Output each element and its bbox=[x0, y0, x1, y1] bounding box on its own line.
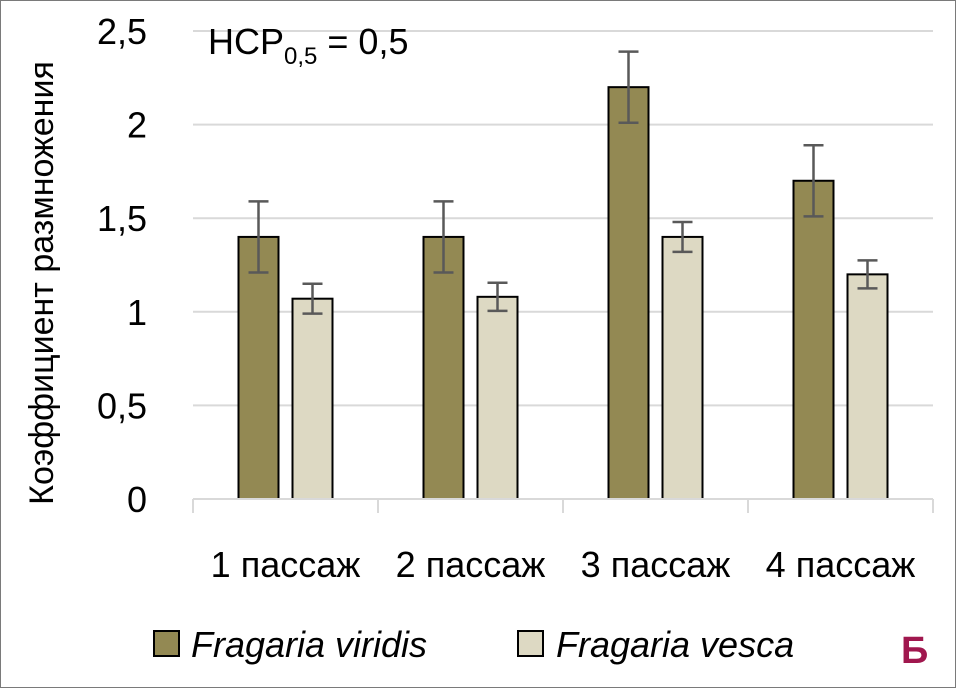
y-tick-label: 1 bbox=[127, 292, 147, 333]
x-tick-label: 1 пассаж bbox=[211, 544, 361, 585]
bar bbox=[237, 235, 280, 500]
bar bbox=[476, 295, 519, 500]
legend-swatch-vesca bbox=[517, 630, 544, 657]
x-tick-label: 3 пассаж bbox=[581, 544, 731, 585]
lsd-annotation-tail: = 0,5 bbox=[317, 21, 408, 62]
y-tick-labels: 0 0,5 1 1,5 2 2,5 bbox=[97, 11, 147, 520]
y-tick-label: 2 bbox=[127, 105, 147, 146]
x-tick-label: 4 пассаж bbox=[766, 544, 916, 585]
y-tick-label: 2,5 bbox=[97, 11, 147, 52]
x-tick-label: 2 пассаж bbox=[396, 544, 546, 585]
lsd-annotation-sub: 0,5 bbox=[284, 43, 317, 70]
y-tick-label: 1,5 bbox=[97, 198, 147, 239]
error-bars bbox=[248, 50, 878, 315]
bar bbox=[846, 273, 889, 500]
y-axis-label: Коэффициент размножения bbox=[23, 61, 61, 505]
y-tick-label: 0,5 bbox=[97, 385, 147, 426]
bar bbox=[607, 86, 650, 500]
y-tick-label: 0 bbox=[127, 479, 147, 520]
x-tick-labels: 1 пассаж 2 пассаж 3 пассаж 4 пассаж bbox=[211, 544, 916, 585]
x-axis bbox=[192, 498, 934, 513]
lsd-annotation-main: НСР bbox=[208, 21, 284, 62]
bar bbox=[291, 297, 334, 501]
legend-swatch-viridis bbox=[153, 630, 180, 657]
bars bbox=[237, 86, 889, 501]
legend: Fragaria viridis Fragaria vesca bbox=[153, 624, 794, 665]
lsd-annotation: НСР0,5 = 0,5 bbox=[208, 21, 408, 70]
panel-letter: Б bbox=[901, 630, 928, 672]
legend-label-vesca: Fragaria vesca bbox=[556, 624, 794, 665]
bar bbox=[792, 179, 835, 500]
legend-label-viridis: Fragaria viridis bbox=[191, 624, 427, 665]
bar bbox=[422, 235, 465, 500]
bar bbox=[661, 235, 704, 500]
